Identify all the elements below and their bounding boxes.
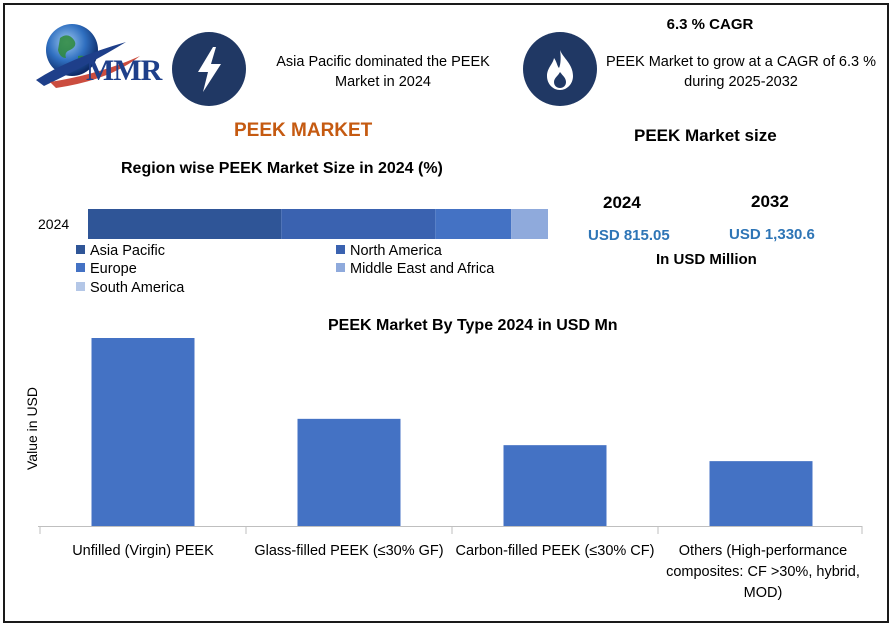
market-value-2032: USD 1,330.6 xyxy=(729,226,815,243)
type-category-label-3: Others (High-performance composites: CF … xyxy=(666,543,860,601)
type-chart-title: PEEK Market By Type 2024 in USD Mn xyxy=(328,317,618,334)
region-segment-north-america xyxy=(281,209,436,239)
market-year-2024: 2024 xyxy=(603,193,641,212)
type-bar-3 xyxy=(709,461,813,526)
globe-icon xyxy=(36,24,140,88)
legend-europe: Europe xyxy=(76,261,137,277)
info-dominance-text: Asia Pacific dominated the PEEK Market i… xyxy=(276,54,490,90)
region-stacked-bar xyxy=(88,209,548,239)
region-bar-category-label: 2024 xyxy=(38,216,70,232)
type-bar-1 xyxy=(297,418,401,526)
legend-swatch xyxy=(336,245,345,254)
region-segment-europe xyxy=(435,209,512,239)
market-year-2032: 2032 xyxy=(751,192,789,211)
market-title: PEEK MARKET xyxy=(234,120,373,141)
lightning-icon xyxy=(198,47,221,92)
infographic-frame xyxy=(3,3,889,623)
type-bar-2 xyxy=(503,445,607,526)
type-category-label-1: Glass-filled PEEK (≤30% GF) xyxy=(254,543,444,559)
logo-text: MMR xyxy=(86,54,162,87)
region-chart-title: Region wise PEEK Market Size in 2024 (%) xyxy=(121,160,443,177)
cagr-text: PEEK Market to grow at a CAGR of 6.3 % d… xyxy=(606,54,876,90)
market-size-title: PEEK Market size xyxy=(634,126,777,145)
legend-swatch xyxy=(336,263,345,272)
region-segment-middle-east-and-africa xyxy=(511,209,548,239)
legend-swatch xyxy=(76,263,85,272)
mmr-logo: MMR xyxy=(30,18,170,108)
legend-asia-pacific: Asia Pacific xyxy=(76,243,165,259)
type-bar-0 xyxy=(91,338,195,526)
flame-badge xyxy=(523,32,597,106)
legend-swatch xyxy=(76,245,85,254)
flame-icon xyxy=(547,50,573,90)
legend-north-america: North America xyxy=(336,243,442,259)
legend-middle-east-africa: Middle East and Africa xyxy=(336,261,494,277)
type-bar-chart xyxy=(38,338,863,534)
market-unit: In USD Million xyxy=(656,251,757,268)
region-segment-asia-pacific xyxy=(88,209,282,239)
type-category-label-0: Unfilled (Virgin) PEEK xyxy=(72,543,214,559)
lightning-badge xyxy=(172,32,246,106)
cagr-title: 6.3 % CAGR xyxy=(666,16,754,33)
legend-south-america: South America xyxy=(76,280,184,296)
type-category-label-2: Carbon-filled PEEK (≤30% CF) xyxy=(455,543,655,559)
market-value-2024: USD 815.05 xyxy=(588,227,670,244)
legend-swatch xyxy=(76,282,85,291)
